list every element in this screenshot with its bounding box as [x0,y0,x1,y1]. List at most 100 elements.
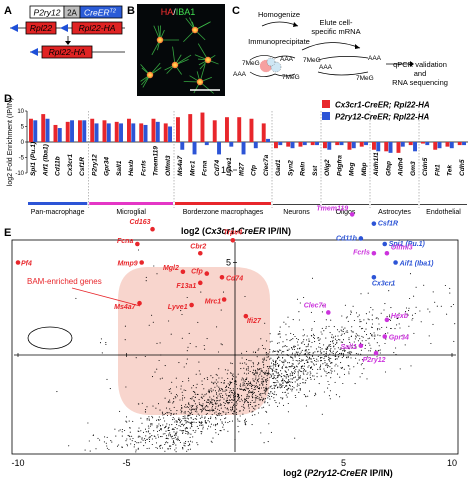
scatter-y-tick-label: 10 [221,165,231,175]
gene-point [342,342,343,343]
gene-point [410,273,411,274]
gene-point [197,426,198,427]
aaa-label-1: AAA [280,56,294,63]
gene-point [275,366,276,367]
gene-point [187,297,188,298]
gene-point [294,370,295,371]
gene-point [272,360,273,361]
gene-point [173,438,174,439]
gene-point [199,425,200,426]
gene-point [298,363,299,364]
gene-point [325,371,326,372]
gene-point [275,402,276,403]
gene-point [335,339,336,340]
gene-point [362,373,363,374]
gene-point [364,331,365,332]
legend-swatch-cx3cr1 [322,100,330,108]
gene-point [149,441,150,442]
gene-point [288,411,289,412]
gene-point [251,386,252,387]
gene-point [225,414,226,415]
gene-point [282,385,283,386]
bar-p2ry12 [278,142,282,145]
gene-point [230,388,231,389]
gene-point [135,441,136,442]
gene-point [138,437,139,438]
gene-point [303,297,304,298]
gene-point [294,438,295,439]
gene-point [126,422,127,423]
gene-point [375,350,376,351]
gene-point [258,381,259,382]
gene-point [210,375,211,376]
gene-point [184,424,185,425]
gene-point [211,402,212,403]
gene-point [225,369,226,370]
gene-point [342,383,343,384]
gene-point [174,421,175,422]
gene-point [177,438,178,439]
gene-point [188,402,189,403]
gene-point [230,394,231,395]
gene-point [124,430,125,431]
gene-point [261,370,262,371]
gene-point [170,413,171,414]
gene-point [216,326,217,327]
gene-point [184,445,185,446]
gene-point [311,330,312,331]
loxp-left-icon [10,24,18,32]
gene-point [363,368,364,369]
gene-point [351,336,352,337]
gene-point [233,405,234,406]
gene-point [230,363,231,364]
gene-point [288,376,289,377]
gene-point [320,338,321,339]
gene-point [341,334,342,335]
gene-point [190,434,191,435]
gene-point [182,447,183,448]
gene-point [374,336,375,337]
gene-point [188,441,189,442]
gene-point [184,366,185,367]
gene-point [156,273,157,274]
gene-point [148,426,149,427]
gene-point [305,371,306,372]
gene-point [293,368,294,369]
gene-point [147,418,148,419]
gene-point [283,364,284,365]
gene-point [335,356,336,357]
gene-point [155,447,156,448]
gene-point [220,397,221,398]
gene-point [229,392,230,393]
gene-point [257,396,258,397]
gene-point [271,385,272,386]
gene-point [292,358,293,359]
gene-point [362,328,363,329]
gene-point [287,397,288,398]
gene-point [282,368,283,369]
gene-point [307,361,308,362]
gene-point [217,409,218,410]
gene-point [130,443,131,444]
gene-point [105,342,106,343]
gene-point [127,445,128,446]
gene-point [282,362,283,363]
gene-point [380,349,381,350]
gene-point [190,398,191,399]
gene-point [216,374,217,375]
gene-point [197,322,198,323]
gene-point [308,349,309,350]
gene-point [196,374,197,375]
gene-point [187,431,188,432]
gene-point [201,411,202,412]
gene-point [303,374,304,375]
gene-point [337,329,338,330]
gene-point [199,402,200,403]
gene-point [250,402,251,403]
gene-point [245,401,246,402]
gene-point [188,418,189,419]
gene-point [290,333,291,334]
gene-point [437,306,438,307]
gene-point [272,370,273,371]
